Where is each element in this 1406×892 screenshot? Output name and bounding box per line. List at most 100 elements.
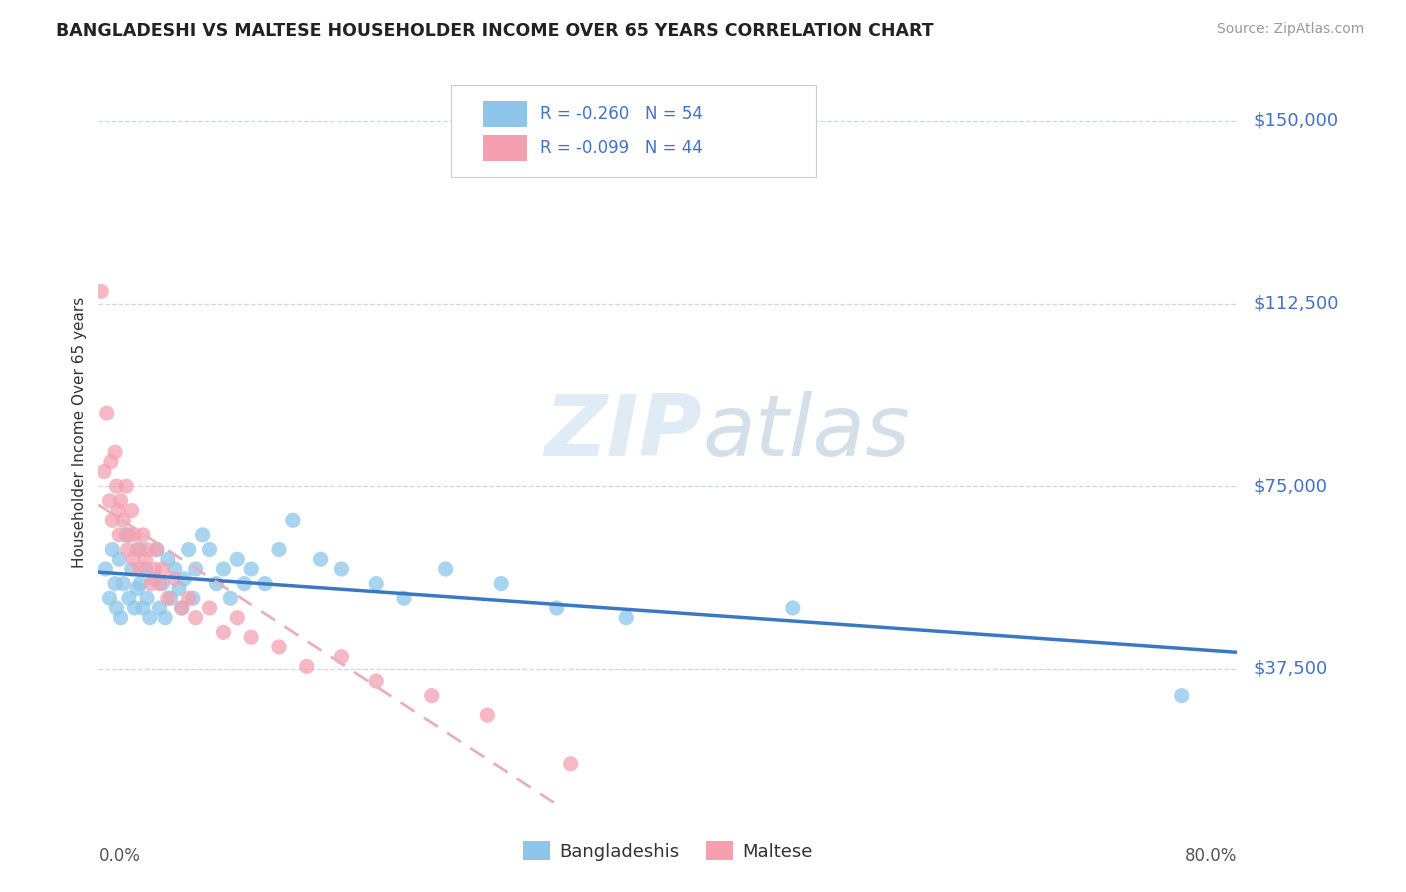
Point xyxy=(135,552,157,566)
Point xyxy=(163,572,186,586)
Point xyxy=(115,528,138,542)
Point xyxy=(96,406,118,420)
Point xyxy=(546,601,568,615)
Point xyxy=(167,582,190,596)
Point xyxy=(226,610,249,624)
Point xyxy=(127,582,149,596)
Point xyxy=(205,576,228,591)
Point xyxy=(124,601,146,615)
Point xyxy=(295,659,318,673)
Point xyxy=(148,576,170,591)
Text: atlas: atlas xyxy=(702,391,910,475)
Point xyxy=(112,576,135,591)
Point xyxy=(115,479,138,493)
Point xyxy=(170,601,193,615)
Text: R = -0.260   N = 54: R = -0.260 N = 54 xyxy=(540,105,703,123)
Point xyxy=(98,591,121,606)
Point xyxy=(198,542,221,557)
Text: ZIP: ZIP xyxy=(544,391,702,475)
FancyBboxPatch shape xyxy=(451,85,815,178)
Point xyxy=(267,542,290,557)
Point xyxy=(122,552,145,566)
Point xyxy=(156,591,179,606)
Point xyxy=(129,542,152,557)
Point xyxy=(366,576,388,591)
Point xyxy=(110,493,132,508)
Text: $37,500: $37,500 xyxy=(1254,660,1329,678)
Point xyxy=(118,591,141,606)
Point xyxy=(392,591,415,606)
Point xyxy=(101,542,124,557)
Point xyxy=(145,542,167,557)
Point xyxy=(107,503,129,517)
Point xyxy=(212,562,235,576)
Point xyxy=(127,542,149,557)
Point xyxy=(420,689,443,703)
Point xyxy=(163,562,186,576)
Point xyxy=(219,591,242,606)
Point xyxy=(118,528,141,542)
Point xyxy=(129,562,152,576)
Point xyxy=(136,591,159,606)
Point xyxy=(93,465,115,479)
Legend: Bangladeshis, Maltese: Bangladeshis, Maltese xyxy=(516,834,820,868)
Point xyxy=(281,513,304,527)
Point xyxy=(254,576,277,591)
Point xyxy=(112,513,135,527)
Point xyxy=(184,610,207,624)
Point xyxy=(181,591,204,606)
Point xyxy=(477,708,499,723)
Point xyxy=(1170,689,1192,703)
Point xyxy=(233,576,256,591)
Point xyxy=(148,601,170,615)
Text: $112,500: $112,500 xyxy=(1254,294,1340,312)
Point xyxy=(267,640,290,654)
Text: 0.0%: 0.0% xyxy=(98,847,141,865)
Point xyxy=(226,552,249,566)
Point xyxy=(98,493,121,508)
Text: $75,000: $75,000 xyxy=(1254,477,1327,495)
FancyBboxPatch shape xyxy=(484,135,527,161)
Point xyxy=(212,625,235,640)
Point xyxy=(184,562,207,576)
Point xyxy=(104,445,127,459)
Text: Source: ZipAtlas.com: Source: ZipAtlas.com xyxy=(1216,22,1364,37)
Point xyxy=(153,610,176,624)
Point xyxy=(143,562,166,576)
Point xyxy=(150,562,173,576)
Y-axis label: Householder Income Over 65 years: Householder Income Over 65 years xyxy=(72,297,87,568)
Point xyxy=(129,576,152,591)
Point xyxy=(150,576,173,591)
Point xyxy=(132,528,155,542)
Point xyxy=(782,601,804,615)
Point xyxy=(156,552,179,566)
Text: BANGLADESHI VS MALTESE HOUSEHOLDER INCOME OVER 65 YEARS CORRELATION CHART: BANGLADESHI VS MALTESE HOUSEHOLDER INCOM… xyxy=(56,22,934,40)
Point xyxy=(434,562,457,576)
Text: R = -0.099   N = 44: R = -0.099 N = 44 xyxy=(540,138,703,157)
Point xyxy=(117,542,139,557)
Point xyxy=(105,601,128,615)
Point xyxy=(159,591,181,606)
Point xyxy=(366,673,388,688)
Point xyxy=(177,542,200,557)
Point xyxy=(240,562,263,576)
FancyBboxPatch shape xyxy=(484,101,527,127)
Point xyxy=(560,756,582,771)
Point xyxy=(191,528,214,542)
Point xyxy=(170,601,193,615)
Point xyxy=(121,562,143,576)
Point xyxy=(136,542,159,557)
Point xyxy=(104,576,127,591)
Point xyxy=(139,610,162,624)
Point xyxy=(330,562,353,576)
Point xyxy=(110,610,132,624)
Point xyxy=(101,513,124,527)
Point xyxy=(177,591,200,606)
Point xyxy=(100,455,122,469)
Point xyxy=(105,479,128,493)
Point xyxy=(141,576,163,591)
Point xyxy=(198,601,221,615)
Point xyxy=(173,572,195,586)
Point xyxy=(309,552,332,566)
Point xyxy=(94,562,117,576)
